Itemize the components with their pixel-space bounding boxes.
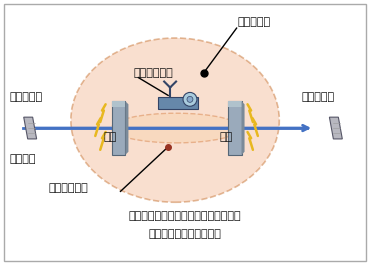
Text: 発信: 発信 — [219, 132, 232, 142]
Bar — [112, 101, 125, 107]
Ellipse shape — [112, 113, 240, 143]
Bar — [112, 101, 125, 155]
Polygon shape — [242, 101, 245, 155]
Bar — [228, 101, 242, 107]
Ellipse shape — [71, 38, 279, 202]
Text: 「タグ情報」を発信する: 「タグ情報」を発信する — [149, 229, 221, 239]
Text: この磁界に侵入した時のみＩＣタグは: この磁界に侵入した時のみＩＣタグは — [129, 211, 241, 221]
Text: 磁界発生装置: 磁界発生装置 — [48, 183, 88, 193]
Text: 磁界の範囲: 磁界の範囲 — [238, 17, 271, 27]
Bar — [158, 97, 198, 109]
Polygon shape — [125, 101, 128, 155]
Text: 受信アンテナ: 受信アンテナ — [134, 68, 173, 78]
Text: ＩＣタグ: ＩＣタグ — [9, 154, 36, 164]
Circle shape — [187, 96, 193, 102]
Bar — [228, 101, 242, 155]
Polygon shape — [24, 117, 37, 139]
Text: 発信: 発信 — [104, 132, 117, 142]
Text: 発信しない: 発信しない — [301, 92, 334, 102]
Text: 発信しない: 発信しない — [9, 92, 43, 102]
Circle shape — [183, 92, 197, 106]
Polygon shape — [329, 117, 342, 139]
